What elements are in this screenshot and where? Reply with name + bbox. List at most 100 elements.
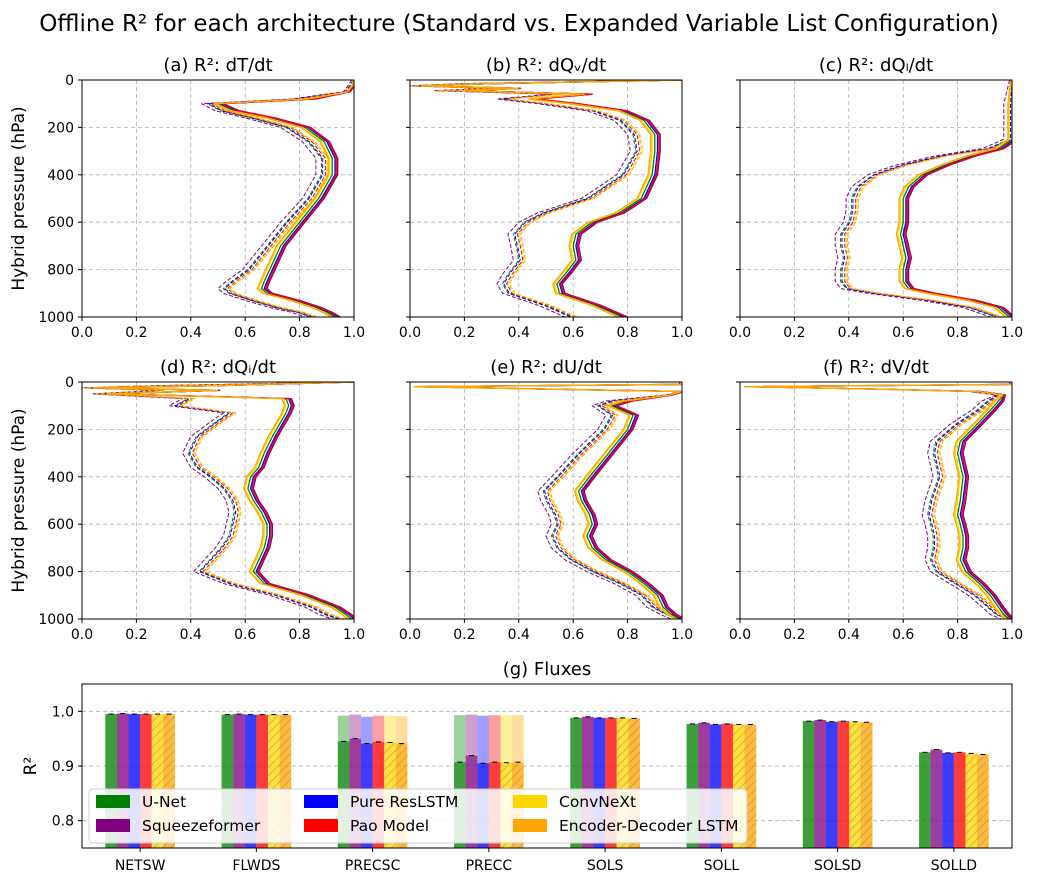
x-tick-label: 0.2 — [125, 627, 147, 643]
x-tick-label: 0.6 — [562, 627, 584, 643]
series-line — [744, 382, 1012, 619]
bar-hatch — [965, 753, 978, 848]
series-line — [903, 141, 1012, 317]
y-tick-label: 0 — [65, 375, 74, 391]
x-tick-label: 0.8 — [946, 627, 968, 643]
y-tick-label: 1.0 — [52, 704, 74, 720]
series-line — [844, 80, 1012, 317]
series-line — [834, 80, 1011, 317]
x-tick-label: 0.4 — [508, 627, 530, 643]
series-line — [743, 382, 1012, 619]
x-tick-label: 0.0 — [399, 627, 421, 643]
bar-standard — [256, 714, 268, 848]
bar-standard — [953, 752, 966, 848]
bar-hatch — [628, 718, 640, 848]
legend-label: Pao Model — [350, 817, 429, 835]
legend-label: U-Net — [142, 793, 186, 811]
bar-standard — [698, 722, 710, 848]
legend-frame — [88, 788, 748, 844]
panel-f: 0.0 0.2 0.4 0.6 0.8 1.0 (f) R²: dV/dt — [729, 357, 1023, 643]
x-tick-label: 0.4 — [838, 627, 860, 643]
series-line — [422, 80, 682, 317]
series-line — [423, 80, 682, 317]
series-line — [744, 382, 1012, 619]
x-tick-label: 0.6 — [892, 325, 914, 341]
series-line — [845, 139, 1012, 317]
x-tick-label: 1.0 — [671, 325, 693, 341]
series-line — [410, 80, 680, 317]
x-tick-label: 0.2 — [783, 325, 805, 341]
bar-standard — [233, 714, 245, 848]
axes-frame — [409, 381, 683, 620]
series-line — [841, 80, 1012, 317]
y-tick-label: 200 — [47, 120, 74, 136]
x-tick-label: 0.4 — [180, 325, 202, 341]
x-tick-label: PRECSC — [345, 858, 401, 874]
x-tick-label: 0.4 — [838, 325, 860, 341]
bar-standard — [919, 752, 931, 848]
bar-hatch — [849, 721, 861, 848]
bar-hatch — [732, 724, 745, 848]
series-line — [415, 383, 682, 619]
bar-standard — [709, 724, 722, 848]
panel-title: (f) R²: dV/dt — [823, 357, 929, 378]
x-tick-label: PRECC — [466, 858, 513, 874]
panel-title: (g) Fluxes — [503, 659, 592, 680]
legend-swatch — [304, 795, 338, 808]
series-line — [413, 382, 682, 619]
bar-standard — [942, 752, 954, 848]
series-line — [413, 382, 682, 619]
series-line — [745, 382, 1012, 619]
axes-frame — [739, 381, 1013, 620]
y-tick-label: 400 — [47, 168, 74, 184]
bar-standard — [116, 713, 129, 848]
x-tick-label: FLWDS — [232, 858, 280, 874]
chart-panels: 0.0 0.2 0.4 0.6 0.8 1.0 0 200 400 600 800 1000 (a) R… — [9, 55, 1023, 874]
series-line — [213, 80, 354, 317]
axes-frame — [409, 79, 683, 318]
series-lines — [412, 382, 682, 619]
bar-standard — [570, 717, 582, 848]
x-tick-label: 0.8 — [946, 325, 968, 341]
x-tick-label: SOLLD — [931, 858, 977, 874]
series-line — [82, 382, 354, 619]
series-line — [742, 382, 1011, 619]
y-tick-label: 1000 — [38, 310, 74, 326]
bar-standard — [814, 720, 827, 848]
x-tick-label: 0.0 — [729, 325, 751, 341]
series-line — [415, 383, 682, 619]
panel-b: 0.0 0.2 0.4 0.6 0.8 1.0 (b) R²: dQᵥ/dt — [399, 55, 693, 341]
series-line — [902, 140, 1012, 317]
series-line — [82, 382, 354, 619]
panel-a: 0.0 0.2 0.4 0.6 0.8 1.0 0 200 400 600 800 1000 (a) R… — [9, 55, 365, 341]
series-line — [206, 80, 354, 317]
series-line — [410, 80, 682, 317]
series-line — [840, 80, 1012, 317]
x-tick-label: 1.0 — [1001, 325, 1023, 341]
series-lines — [742, 382, 1012, 619]
x-tick-label: 0.6 — [892, 627, 914, 643]
bar-standard — [581, 716, 594, 848]
x-tick-label: SOLS — [587, 858, 624, 874]
legend-swatch — [304, 819, 338, 832]
legend-swatch — [513, 795, 547, 808]
x-tick-label: 0.0 — [729, 627, 751, 643]
legend-label: Encoder-Decoder LSTM — [559, 817, 738, 835]
series-line — [410, 80, 682, 317]
x-tick-label: 0.8 — [288, 627, 310, 643]
panel-title: (b) R²: dQᵥ/dt — [486, 55, 606, 76]
y-tick-label: 0 — [65, 73, 74, 89]
bar-standard — [140, 714, 152, 848]
y-tick-label: 200 — [47, 422, 74, 438]
bar-hatch — [616, 717, 629, 848]
series-line — [201, 80, 353, 317]
y-tick-label: 1000 — [38, 612, 74, 628]
bar-standard — [128, 714, 141, 848]
series-line — [212, 80, 354, 317]
x-tick-label: NETSW — [115, 858, 166, 874]
panel-c: 0.0 0.2 0.4 0.6 0.8 1.0 (c) R²: dQₗ/dt — [729, 55, 1023, 341]
bar-hatch — [977, 754, 989, 848]
bar-standard — [605, 717, 617, 848]
series-line — [745, 383, 1012, 619]
x-tick-label: 0.2 — [783, 627, 805, 643]
